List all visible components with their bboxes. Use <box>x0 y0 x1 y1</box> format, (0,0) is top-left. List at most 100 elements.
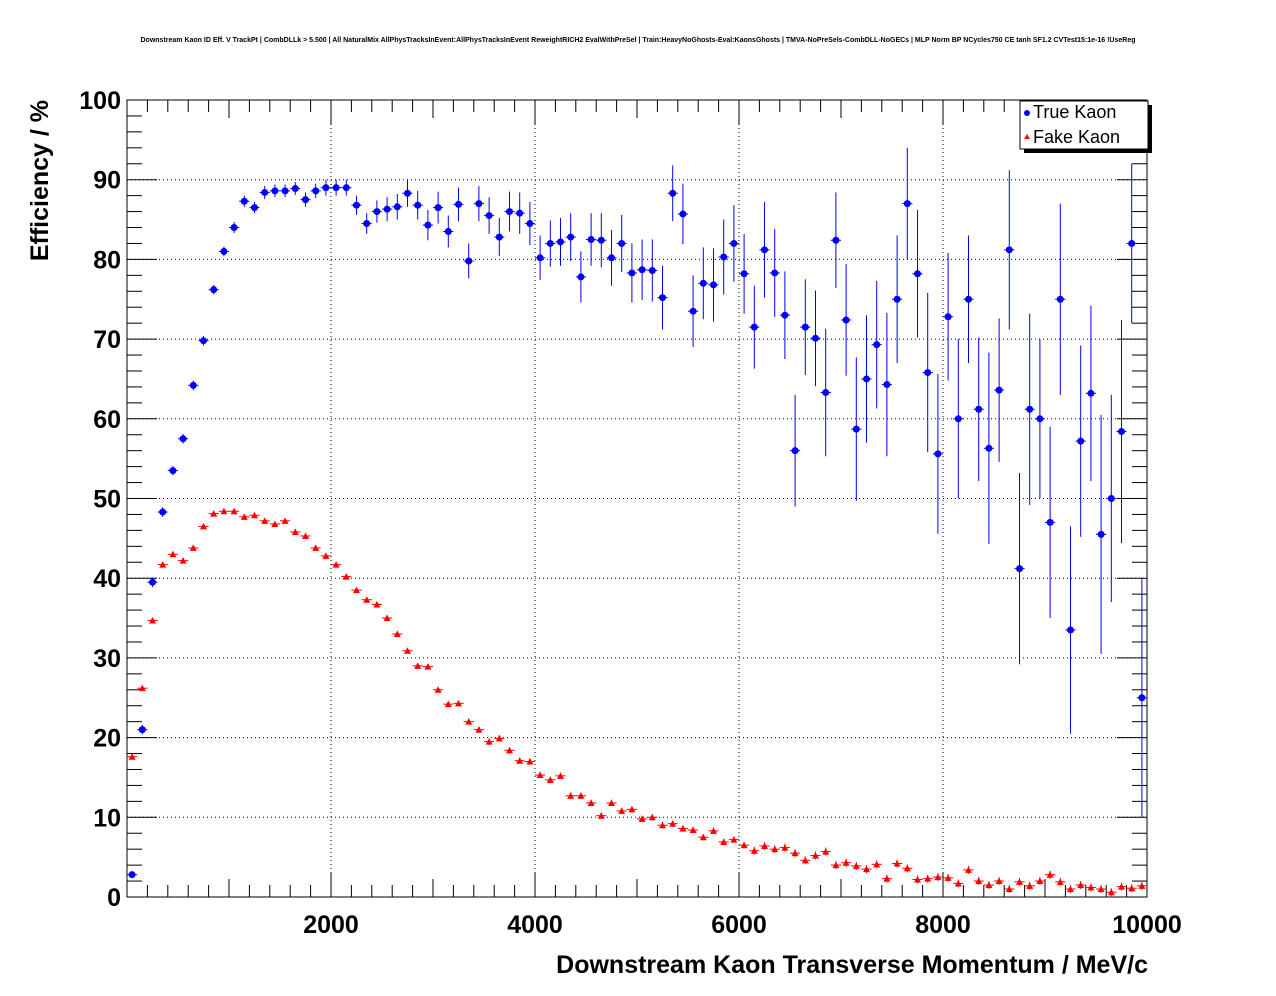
data-point <box>382 614 393 622</box>
point-marker <box>822 848 830 855</box>
data-point <box>596 812 607 819</box>
point-marker <box>995 877 1003 885</box>
point-marker <box>975 405 983 413</box>
point-marker <box>414 201 422 209</box>
point-marker <box>781 311 789 319</box>
point-marker <box>893 860 901 867</box>
point-marker <box>822 388 830 396</box>
data-point <box>647 813 658 821</box>
point-marker <box>444 228 452 236</box>
point-marker <box>516 209 524 217</box>
data-point <box>1034 877 1045 886</box>
data-point <box>535 235 546 281</box>
data-point <box>718 219 729 295</box>
point-marker <box>546 776 554 783</box>
point-marker <box>281 187 289 195</box>
data-point <box>994 877 1005 886</box>
point-marker <box>801 856 809 864</box>
point-marker <box>424 663 432 670</box>
point-marker <box>842 859 850 866</box>
point-marker <box>761 842 768 849</box>
data-point <box>443 700 454 708</box>
point-marker <box>506 208 513 216</box>
point-marker <box>342 573 350 580</box>
data-point <box>759 202 770 298</box>
point-marker <box>373 208 381 216</box>
point-marker <box>1138 694 1146 702</box>
point-marker <box>934 450 942 458</box>
data-point <box>708 248 719 322</box>
data-point <box>759 842 770 850</box>
data-point <box>708 827 719 835</box>
y-tick-label: 60 <box>93 406 121 434</box>
data-point <box>147 577 158 587</box>
point-marker <box>128 753 136 760</box>
data-point <box>1045 870 1056 879</box>
data-point <box>1014 472 1025 665</box>
data-point <box>269 520 280 528</box>
point-marker <box>1097 530 1105 538</box>
point-marker <box>883 875 891 882</box>
point-marker <box>801 323 809 331</box>
point-marker <box>669 189 677 197</box>
point-marker <box>1005 885 1013 893</box>
point-marker <box>373 601 381 608</box>
data-point <box>402 179 413 207</box>
data-point <box>484 738 495 745</box>
data-point <box>769 229 780 317</box>
data-point <box>1096 885 1107 894</box>
data-point <box>137 684 148 692</box>
point-marker <box>138 726 146 734</box>
point-marker <box>261 517 269 524</box>
data-point <box>535 771 546 779</box>
point-marker <box>526 758 534 765</box>
point-marker <box>832 861 840 869</box>
data-point <box>249 202 260 214</box>
data-point <box>892 859 903 868</box>
data-point <box>586 799 597 807</box>
legend-box <box>1019 100 1149 150</box>
y-tick-label: 20 <box>93 725 121 753</box>
data-point <box>555 217 566 266</box>
point-marker <box>251 511 258 519</box>
point-marker <box>149 616 156 624</box>
data-point <box>167 465 178 476</box>
data-point <box>300 192 311 207</box>
point-marker <box>210 286 218 294</box>
data-point <box>341 179 352 196</box>
data-point <box>912 875 923 884</box>
point-marker <box>1128 884 1136 892</box>
point-marker <box>169 467 177 475</box>
data-point <box>1075 881 1086 890</box>
point-marker <box>873 860 881 868</box>
point-marker <box>291 528 299 535</box>
data-point <box>626 243 637 303</box>
point-marker <box>200 337 207 345</box>
point-marker <box>291 184 299 192</box>
point-marker <box>659 294 666 302</box>
data-point <box>667 165 678 222</box>
point-marker <box>189 544 197 551</box>
data-point <box>361 213 372 234</box>
data-point <box>728 205 739 282</box>
data-point <box>218 507 229 515</box>
point-marker <box>475 200 483 208</box>
point-marker <box>1056 295 1064 303</box>
y-tick-label: 70 <box>93 326 121 354</box>
point-marker <box>628 805 636 813</box>
data-point <box>749 846 760 855</box>
data-point <box>1116 882 1127 891</box>
point-marker <box>485 738 493 745</box>
data-point <box>606 229 617 286</box>
data-point <box>147 616 158 624</box>
point-marker <box>812 334 819 342</box>
point-marker <box>750 847 758 854</box>
data-point <box>575 251 586 303</box>
data-point <box>178 433 189 444</box>
point-marker <box>455 200 462 208</box>
data-point <box>616 807 627 815</box>
data-point <box>698 247 709 320</box>
data-point <box>433 686 444 693</box>
point-marker <box>852 425 860 433</box>
point-marker <box>699 279 707 287</box>
